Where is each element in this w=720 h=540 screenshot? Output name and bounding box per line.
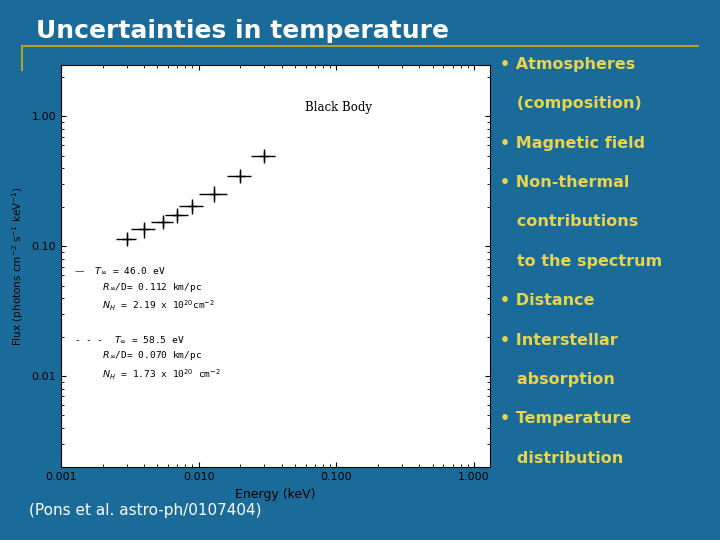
Text: • Temperature: • Temperature [500, 411, 631, 427]
Y-axis label: Flux (photons cm$^{-2}$ s$^{-1}$ keV$^{-1}$): Flux (photons cm$^{-2}$ s$^{-1}$ keV$^{-… [10, 186, 26, 346]
Text: • Atmospheres: • Atmospheres [500, 57, 636, 72]
Text: Uncertainties in temperature: Uncertainties in temperature [36, 19, 449, 43]
Text: distribution: distribution [500, 451, 624, 466]
Text: • Interstellar: • Interstellar [500, 333, 618, 348]
Text: to the spectrum: to the spectrum [500, 254, 662, 269]
Text: (Pons et al. astro-ph/0107404): (Pons et al. astro-ph/0107404) [29, 503, 261, 518]
Text: —  $T_\infty$ = 46.0 eV
     $R_\infty$/D= 0.112 km/pc
     $N_H$ = 2.19 x 10$^{: — $T_\infty$ = 46.0 eV $R_\infty$/D= 0.1… [74, 266, 215, 313]
Text: • Distance: • Distance [500, 293, 595, 308]
Text: (composition): (composition) [500, 96, 642, 111]
Text: • Magnetic field: • Magnetic field [500, 136, 646, 151]
Text: Black Body: Black Body [305, 101, 372, 114]
Text: • Non-thermal: • Non-thermal [500, 175, 630, 190]
Text: contributions: contributions [500, 214, 639, 230]
Text: absorption: absorption [500, 372, 616, 387]
X-axis label: Energy (keV): Energy (keV) [235, 488, 315, 501]
Text: - - -  $T_\infty$ = 58.5 eV
     $R_\infty$/D= 0.070 km/pc
     $N_H$ = 1.73 x 1: - - - $T_\infty$ = 58.5 eV $R_\infty$/D=… [74, 334, 221, 382]
